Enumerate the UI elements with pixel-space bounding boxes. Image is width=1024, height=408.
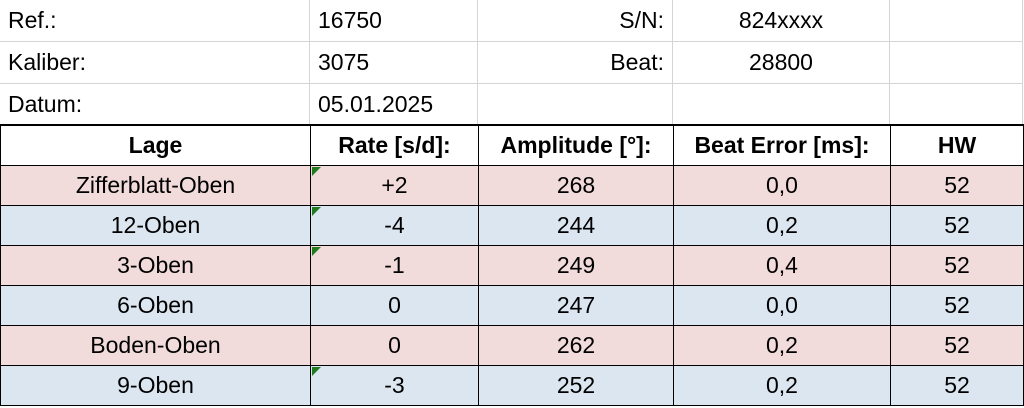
data-cell: 52 — [890, 285, 1024, 326]
info-cell: Kaliber: — [0, 42, 310, 84]
data-cell: 268 — [478, 165, 674, 206]
data-cell: 0,2 — [673, 325, 891, 366]
data-cell: 52 — [890, 205, 1024, 246]
data-cell: 247 — [478, 285, 674, 326]
info-cell: 05.01.2025 — [310, 84, 478, 126]
empty-cell — [890, 0, 1023, 42]
comment-indicator — [312, 247, 321, 256]
data-cell: 52 — [890, 245, 1024, 286]
comment-indicator — [312, 167, 321, 176]
info-cell: 3075 — [310, 42, 478, 84]
empty-cell — [890, 84, 1023, 126]
header-cell: Amplitude [°]: — [478, 124, 674, 166]
data-cell: Boden-Oben — [0, 325, 311, 366]
data-cell: -4 — [310, 205, 479, 246]
data-cell: 0,0 — [673, 285, 891, 326]
data-cell: +2 — [310, 165, 479, 206]
data-cell: 3-Oben — [0, 245, 311, 286]
empty-cell — [890, 42, 1023, 84]
data-cell: 6-Oben — [0, 285, 311, 326]
comment-indicator — [312, 207, 321, 216]
data-cell: Zifferblatt-Oben — [0, 165, 311, 206]
data-cell: 244 — [478, 205, 674, 246]
data-cell: 0,2 — [673, 205, 891, 246]
data-cell: 52 — [890, 165, 1024, 206]
data-cell: 249 — [478, 245, 674, 286]
info-cell: Datum: — [0, 84, 310, 126]
data-cell: -1 — [310, 245, 479, 286]
empty-cell — [673, 84, 890, 126]
data-cell: 12-Oben — [0, 205, 311, 246]
info-cell: Ref.: — [0, 0, 310, 42]
data-cell: 0 — [310, 325, 479, 366]
header-cell: Rate [s/d]: — [310, 124, 479, 166]
header-cell: Beat Error [ms]: — [673, 124, 891, 166]
data-cell: 0,0 — [673, 165, 891, 206]
data-cell: -3 — [310, 365, 479, 406]
data-cell: 252 — [478, 365, 674, 406]
info-cell: S/N: — [478, 0, 673, 42]
header-cell: HW — [890, 124, 1024, 166]
data-cell: 52 — [890, 325, 1024, 366]
info-cell: 824xxxx — [673, 0, 890, 42]
data-cell: 9-Oben — [0, 365, 311, 406]
data-cell: 262 — [478, 325, 674, 366]
data-cell: 0,4 — [673, 245, 891, 286]
info-cell: 16750 — [310, 0, 478, 42]
empty-cell — [478, 84, 673, 126]
header-cell: Lage — [0, 124, 311, 166]
comment-indicator — [312, 367, 321, 376]
data-cell: 52 — [890, 365, 1024, 406]
info-cell: Beat: — [478, 42, 673, 84]
info-cell: 28800 — [673, 42, 890, 84]
data-cell: 0,2 — [673, 365, 891, 406]
data-cell: 0 — [310, 285, 479, 326]
